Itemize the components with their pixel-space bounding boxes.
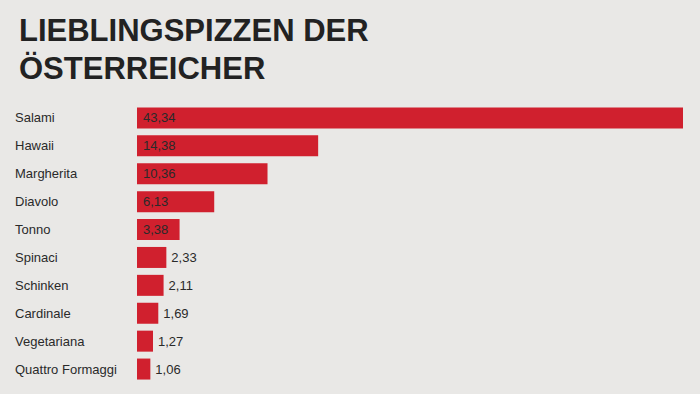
svg-text:Tonno: Tonno bbox=[15, 222, 50, 237]
svg-text:1,69: 1,69 bbox=[163, 306, 188, 321]
svg-text:Schinken: Schinken bbox=[15, 278, 68, 293]
svg-text:10,36: 10,36 bbox=[143, 166, 176, 181]
svg-text:6,13: 6,13 bbox=[143, 194, 168, 209]
svg-text:Hawaii: Hawaii bbox=[15, 138, 54, 153]
svg-text:Spinaci: Spinaci bbox=[15, 250, 58, 265]
svg-text:Margherita: Margherita bbox=[15, 166, 78, 181]
svg-text:Cardinale: Cardinale bbox=[15, 306, 71, 321]
svg-text:1,06: 1,06 bbox=[155, 362, 180, 377]
svg-text:2,11: 2,11 bbox=[169, 278, 193, 293]
svg-text:43,34: 43,34 bbox=[143, 110, 176, 125]
svg-text:Diavolo: Diavolo bbox=[15, 194, 58, 209]
svg-text:3,38: 3,38 bbox=[143, 222, 168, 237]
svg-text:Quattro Formaggi: Quattro Formaggi bbox=[15, 362, 117, 377]
svg-text:Vegetariana: Vegetariana bbox=[15, 334, 85, 349]
svg-text:LIEBLINGSPIZZEN DER: LIEBLINGSPIZZEN DER bbox=[19, 13, 377, 48]
svg-text:Salami: Salami bbox=[15, 110, 55, 125]
svg-text:1,27: 1,27 bbox=[158, 334, 183, 349]
svg-text:2,33: 2,33 bbox=[171, 250, 196, 265]
svg-text:14,38: 14,38 bbox=[143, 138, 176, 153]
svg-text:ÖSTERREICHER: ÖSTERREICHER bbox=[19, 51, 265, 86]
